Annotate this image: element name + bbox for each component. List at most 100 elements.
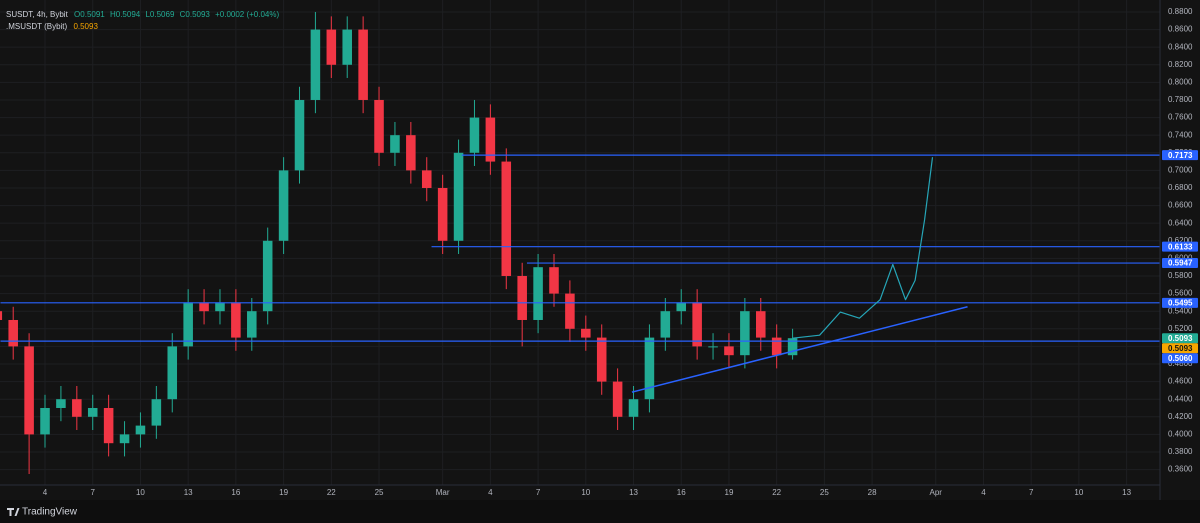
candle-body [565, 293, 575, 329]
y-tick-label: 0.4000 [1168, 430, 1193, 439]
candle-body [135, 425, 146, 435]
candle-body [787, 338, 798, 356]
candle-body [453, 152, 464, 241]
candle-body [485, 117, 496, 162]
price-tag-label: 0.5947 [1168, 259, 1193, 268]
x-tick-label: 25 [820, 488, 829, 497]
y-tick-label: 0.3600 [1168, 465, 1193, 474]
candle-body [72, 399, 82, 417]
price-tag-label: 0.5093 [1168, 344, 1193, 353]
y-tick-label: 0.5600 [1168, 289, 1193, 298]
y-tick-label: 0.7400 [1168, 130, 1193, 139]
x-tick-label: 4 [488, 488, 493, 497]
legend-open: O0.5091 [74, 10, 105, 19]
candle-body [406, 135, 416, 171]
candle-body [437, 187, 448, 241]
footer-brand: TradingView [22, 507, 78, 518]
candle-body [708, 346, 718, 348]
price-tag [1162, 258, 1198, 269]
y-tick-label: 0.4800 [1168, 359, 1193, 368]
price-tag-label: 0.6133 [1168, 242, 1193, 251]
x-tick-label: 7 [1029, 488, 1034, 497]
y-tick-label: 0.5400 [1168, 306, 1193, 315]
x-tick-label: 16 [677, 488, 686, 497]
x-tick-label: 22 [772, 488, 781, 497]
price-tag-label: 0.5060 [1168, 354, 1193, 363]
axes: 0.3600 0.3800 0.4000 0.4200 0.4400 0.4600 0.48… [43, 7, 1198, 497]
candle-body [421, 170, 432, 188]
candle-body [262, 240, 273, 312]
price-tag [1162, 353, 1198, 364]
candle-body [342, 29, 352, 65]
candle-body [231, 302, 241, 338]
candle-body [167, 346, 178, 400]
candle-body [628, 399, 639, 417]
x-tick-label: 13 [1122, 488, 1131, 497]
candle-body [310, 29, 321, 100]
price-tag-label: 0.5093 [1168, 334, 1193, 343]
y-tick-label: 0.4200 [1168, 412, 1193, 421]
candle-body [183, 302, 193, 347]
legend-close: C0.5093 [180, 10, 211, 19]
tradingview-logo [7, 508, 20, 516]
trendline [631, 306, 968, 393]
legend-line-1: SUSDT, 4h, Bybit O0.5091 H0.5094 L0.5069… [6, 10, 279, 19]
x-tick-label: 10 [1074, 488, 1083, 497]
candle-body [326, 29, 337, 65]
y-tick-label: 0.4600 [1168, 377, 1193, 386]
price-tag [1162, 343, 1198, 354]
candle-body [596, 337, 607, 382]
x-tick-label: Mar [436, 488, 450, 497]
legend-change: +0.0002 (+0.04%) [215, 10, 279, 19]
candle-body [87, 407, 98, 417]
candle-body [644, 337, 655, 400]
candle-body [517, 275, 527, 320]
candle-body [660, 311, 671, 338]
y-tick-label: 0.7000 [1168, 165, 1193, 174]
y-tick-label: 0.8200 [1168, 60, 1193, 69]
x-tick-label: 19 [279, 488, 288, 497]
candle-body [755, 311, 766, 338]
y-tick-label: 0.8600 [1168, 25, 1193, 34]
candle-body [40, 407, 50, 435]
x-tick-label: 10 [581, 488, 590, 497]
x-tick-label: 7 [536, 488, 541, 497]
candle-body [469, 117, 480, 153]
x-tick-label: 10 [136, 488, 145, 497]
legend-compare-symbol: .MSUSDT (Bybit) [6, 22, 68, 31]
y-tick-label: 0.6800 [1168, 183, 1193, 192]
price-tag [1162, 241, 1198, 252]
candle-body [215, 302, 225, 312]
candle-body [581, 328, 591, 338]
price-tag [1162, 150, 1198, 161]
x-tick-label: Apr [930, 488, 943, 497]
candle-body [8, 319, 18, 347]
candle-body [151, 399, 162, 426]
candle-body [501, 161, 512, 276]
candle-body [199, 302, 209, 312]
x-tick-label: 19 [725, 488, 734, 497]
candle-body [549, 267, 559, 294]
candle-body [740, 311, 750, 356]
legend-low: L0.5069 [145, 10, 174, 19]
y-tick-label: 0.6400 [1168, 218, 1193, 227]
y-tick-label: 0.3800 [1168, 447, 1193, 456]
candle-body [103, 407, 114, 444]
x-tick-label: 4 [43, 488, 48, 497]
legend-compare-value: 0.5093 [73, 22, 98, 31]
price-tag-label: 0.5495 [1168, 298, 1193, 307]
x-tick-label: 25 [375, 488, 384, 497]
x-tick-label: 13 [184, 488, 193, 497]
legend-symbol: SUSDT, 4h, Bybit [6, 10, 69, 19]
y-tick-label: 0.6000 [1168, 253, 1193, 262]
y-tick-label: 0.6200 [1168, 236, 1193, 245]
y-tick-label: 0.8000 [1168, 77, 1193, 86]
candle-body [358, 29, 368, 100]
price-tag [1162, 333, 1198, 344]
legend-line-2: .MSUSDT (Bybit) 0.5093 [6, 22, 98, 31]
y-tick-label: 0.5800 [1168, 271, 1193, 280]
candle-body [294, 99, 305, 171]
candle-body [24, 346, 34, 435]
candle-body [724, 346, 734, 356]
